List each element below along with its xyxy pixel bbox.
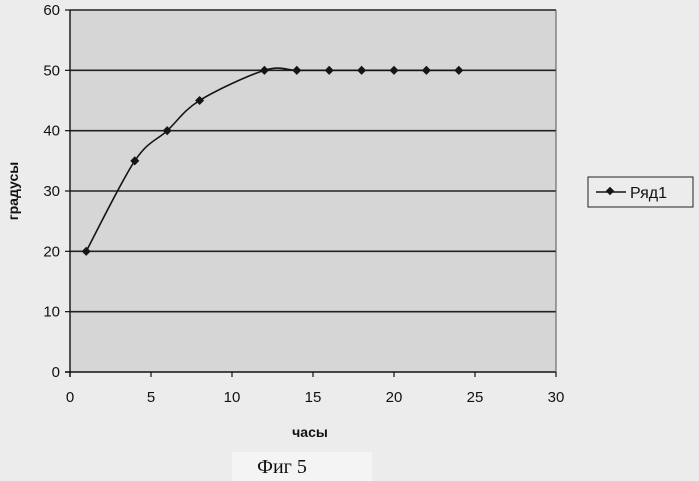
x-tick-label-25: 25 (467, 389, 484, 406)
figure-caption: Фиг 5 (257, 456, 307, 478)
y-tick-label-20: 20 (43, 243, 60, 260)
y-tick-label-50: 50 (43, 62, 60, 79)
y-axis-title: градусы (5, 162, 21, 220)
y-tick-label-60: 60 (43, 2, 60, 19)
x-axis-title: часы (292, 424, 328, 440)
y-tick-label-0: 0 (52, 364, 60, 381)
x-tick-label-5: 5 (147, 389, 155, 406)
x-tick-label-30: 30 (548, 389, 565, 406)
x-tick-label-0: 0 (66, 389, 74, 406)
y-tick-label-30: 30 (43, 183, 60, 200)
x-tick-label-15: 15 (305, 389, 322, 406)
x-tick-label-10: 10 (224, 389, 241, 406)
y-tick-label-40: 40 (43, 123, 60, 140)
y-tick-label-10: 10 (43, 304, 60, 321)
x-tick-label-20: 20 (386, 389, 403, 406)
legend: Ряд1 (588, 177, 693, 207)
legend-label-series-1: Ряд1 (630, 185, 667, 202)
